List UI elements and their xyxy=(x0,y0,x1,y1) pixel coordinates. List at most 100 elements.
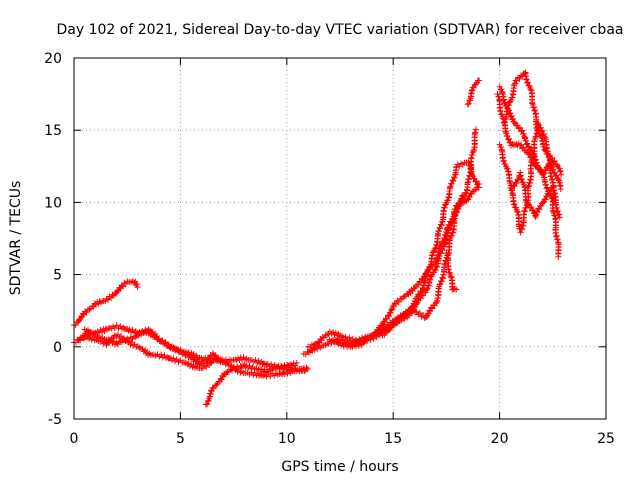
data-point xyxy=(217,356,224,363)
data-point xyxy=(438,278,445,285)
data-point xyxy=(557,168,564,175)
data-point xyxy=(133,280,140,287)
data-point xyxy=(524,79,531,86)
data-point xyxy=(548,176,555,183)
data-point xyxy=(447,273,454,280)
data-point xyxy=(539,199,546,206)
data-point xyxy=(433,298,440,305)
data-point xyxy=(555,176,562,183)
data-point xyxy=(511,80,518,87)
data-point xyxy=(470,188,477,195)
data-point xyxy=(380,319,387,326)
data-point xyxy=(444,230,451,237)
data-point xyxy=(544,184,551,191)
data-point xyxy=(314,345,321,352)
data-point xyxy=(459,193,466,200)
data-point xyxy=(303,364,310,371)
data-point xyxy=(451,174,458,181)
data-point xyxy=(524,79,531,86)
data-points xyxy=(71,69,565,408)
data-point xyxy=(529,155,536,162)
data-point xyxy=(424,285,431,292)
data-point xyxy=(263,361,270,368)
data-point xyxy=(513,77,520,84)
data-point xyxy=(501,119,508,126)
data-point xyxy=(549,176,556,183)
data-point xyxy=(470,84,477,91)
data-point xyxy=(429,262,436,269)
data-point xyxy=(518,176,525,183)
data-point xyxy=(439,274,446,281)
data-point xyxy=(543,194,550,201)
data-point xyxy=(115,339,122,346)
data-point xyxy=(267,367,274,374)
x-tick-label: 25 xyxy=(597,431,615,447)
data-point xyxy=(421,273,428,280)
data-point xyxy=(542,181,549,188)
data-point xyxy=(474,184,481,191)
y-axis-label: SDTVAR / TECUs xyxy=(8,181,24,296)
data-point xyxy=(370,335,377,342)
data-point xyxy=(433,263,440,270)
data-point xyxy=(229,367,236,374)
data-point xyxy=(386,313,393,320)
data-point xyxy=(511,119,518,126)
data-point xyxy=(277,370,284,377)
series-arc-p xyxy=(508,120,558,236)
data-point xyxy=(422,270,429,277)
data-point xyxy=(521,208,528,215)
data-point xyxy=(443,249,450,256)
data-point xyxy=(453,286,460,293)
data-point xyxy=(419,292,426,299)
x-tick-label: 10 xyxy=(278,431,296,447)
data-point xyxy=(441,204,448,211)
data-point xyxy=(435,228,442,235)
data-point xyxy=(518,175,525,182)
data-point xyxy=(113,340,120,347)
data-point xyxy=(500,157,507,164)
data-point xyxy=(436,281,443,288)
data-point xyxy=(210,385,217,392)
data-point xyxy=(429,252,436,259)
data-point xyxy=(125,327,132,334)
data-point xyxy=(465,176,472,183)
data-point xyxy=(427,276,434,283)
data-point xyxy=(243,362,250,369)
data-point xyxy=(169,356,176,363)
data-point xyxy=(453,164,460,171)
data-point xyxy=(372,332,379,339)
data-point xyxy=(305,343,312,350)
data-point xyxy=(400,294,407,301)
data-point xyxy=(472,126,479,133)
data-point xyxy=(546,153,553,160)
data-point xyxy=(452,212,459,219)
data-point xyxy=(553,172,560,179)
data-point xyxy=(500,119,507,126)
data-point xyxy=(532,212,539,219)
data-point xyxy=(448,232,455,239)
axes: 0 5 10 15 20 25 -5 0 5 10 15 20 xyxy=(44,51,615,447)
data-point xyxy=(507,184,514,191)
data-point xyxy=(416,310,423,317)
data-point xyxy=(395,298,402,305)
data-point xyxy=(534,163,541,170)
data-point xyxy=(432,266,439,273)
data-point xyxy=(507,98,514,105)
data-point xyxy=(146,350,153,357)
data-point xyxy=(558,171,565,178)
data-point xyxy=(459,192,466,199)
data-point xyxy=(508,112,515,119)
data-point xyxy=(180,349,187,356)
data-point xyxy=(188,355,195,362)
data-point xyxy=(379,332,386,339)
data-point xyxy=(337,332,344,339)
data-point xyxy=(468,191,475,198)
y-tick-label: 15 xyxy=(44,123,62,139)
data-point xyxy=(451,285,458,292)
data-point xyxy=(533,211,540,218)
data-point xyxy=(509,115,516,122)
data-point xyxy=(532,134,539,141)
data-point xyxy=(165,341,172,348)
data-point xyxy=(476,77,483,84)
